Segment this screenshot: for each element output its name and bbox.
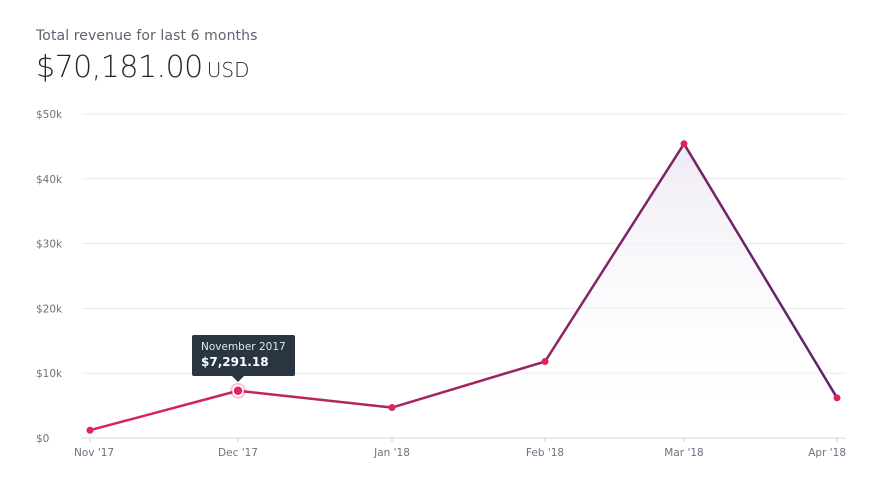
revenue-amount: $70,181.00	[36, 50, 203, 85]
data-point[interactable]	[541, 358, 549, 366]
data-point-highlighted[interactable]	[232, 385, 244, 397]
y-tick-label: $40k	[36, 174, 63, 186]
x-tick-label: Jan '18	[373, 447, 410, 459]
x-tick-label: Apr '18	[808, 447, 846, 459]
y-tick-label: $30k	[36, 239, 63, 251]
x-tick-label: Nov '17	[74, 447, 114, 459]
revenue-subtitle: Total revenue for last 6 months	[36, 28, 258, 44]
revenue-total: $70,181.00 USD	[36, 50, 258, 85]
data-point[interactable]	[86, 426, 94, 434]
x-tick-label: Dec '17	[218, 447, 258, 459]
x-tick-label: Mar '18	[664, 447, 703, 459]
data-points	[86, 140, 841, 434]
y-tick-label: $10k	[36, 368, 63, 380]
y-tick-label: $50k	[36, 109, 63, 121]
revenue-header: Total revenue for last 6 months $70,181.…	[36, 28, 258, 85]
data-point-tooltip: November 2017 $7,291.18	[192, 334, 295, 382]
data-point[interactable]	[388, 404, 396, 412]
tooltip-value: $7,291.18	[201, 354, 269, 369]
revenue-line	[89, 142, 839, 432]
tooltip-label: November 2017	[201, 340, 286, 353]
x-axis: Nov '17 Dec '17 Jan '18 Feb '18 Mar '18 Apr '…	[74, 438, 846, 459]
data-point[interactable]	[833, 394, 841, 402]
x-tick-label: Feb '18	[526, 447, 564, 459]
revenue-currency: USD	[206, 58, 250, 82]
data-point[interactable]	[680, 140, 688, 148]
y-tick-label: $0	[36, 433, 49, 445]
y-tick-label: $20k	[36, 303, 63, 315]
revenue-area	[90, 143, 837, 439]
y-axis: $0 $10k $20k $30k $40k $50k	[36, 109, 63, 445]
